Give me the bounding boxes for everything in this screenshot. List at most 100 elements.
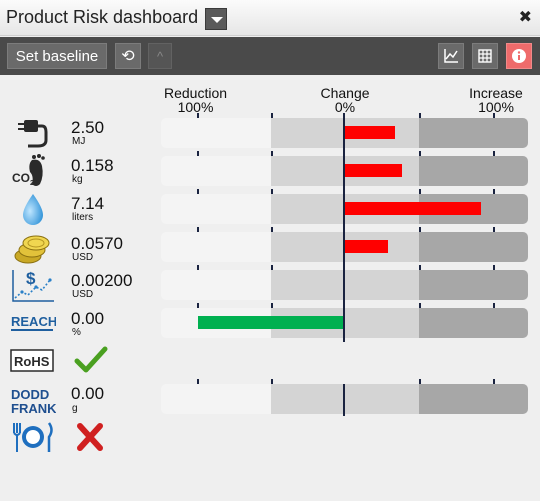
- reduction-label: Reduction: [163, 85, 228, 101]
- axis-tick: [493, 379, 495, 384]
- water-value: 7.14: [71, 194, 105, 213]
- increase-label: Increase: [469, 85, 523, 101]
- bar-segment-reduction: [161, 118, 271, 148]
- chevron-up-icon: ^: [156, 48, 164, 64]
- axis-tick: [197, 265, 199, 270]
- line-chart-icon: [444, 49, 458, 63]
- axis-tick: [419, 189, 421, 194]
- bar-segment-neutral: [271, 384, 419, 414]
- water-unit: liters: [72, 212, 94, 223]
- collapse-button[interactable]: ^: [148, 43, 172, 69]
- axis-tick: [493, 189, 495, 194]
- axis-tick: [419, 227, 421, 232]
- axis-tick: [493, 227, 495, 232]
- axis-tick: [197, 379, 199, 384]
- change-header: Change 0%: [312, 86, 378, 114]
- bar-segment-reduction: [161, 232, 271, 262]
- rohs-icon-text: RoHS: [14, 354, 50, 369]
- reach-bar-fill: [198, 316, 344, 329]
- axis-tick: [197, 227, 199, 232]
- water-bar-fill: [344, 202, 482, 215]
- energy-plug-icon: [10, 116, 56, 152]
- axis-tick: [197, 303, 199, 308]
- axis-tick: [271, 379, 273, 384]
- svg-text:2: 2: [30, 180, 34, 187]
- axis-tick: [271, 151, 273, 156]
- food-plate-icon: [10, 420, 56, 456]
- co2-bar: [161, 156, 528, 186]
- dollar-chart-bar: [161, 270, 528, 300]
- axis-tick: [271, 265, 273, 270]
- axis-tick: [197, 113, 199, 118]
- co2-value: 0.158: [71, 156, 114, 175]
- reach-icon-text: REACH: [11, 314, 56, 329]
- axis-tick: [419, 303, 421, 308]
- check-icon: [74, 346, 108, 373]
- dodd-icon-text: DODD: [11, 387, 49, 402]
- zero-change-line-lower: [343, 384, 345, 416]
- change-label: Change: [320, 85, 370, 101]
- axis-tick: [271, 227, 273, 232]
- reach-icon: REACH: [10, 310, 57, 346]
- dodd-frank-icon: DODD FRANK: [10, 386, 57, 422]
- chart-view-button[interactable]: [438, 43, 464, 69]
- axis-tick: [271, 113, 273, 118]
- co2-footprint-icon: CO 2: [10, 154, 56, 190]
- bar-segment-reduction: [161, 270, 271, 300]
- svg-text:CO: CO: [12, 171, 30, 185]
- co2-bar-fill: [344, 164, 403, 177]
- energy-bar: [161, 118, 528, 148]
- coins-bar: [161, 232, 528, 262]
- info-button[interactable]: [506, 43, 532, 69]
- bar-segment-increase: [419, 270, 528, 300]
- dodd-frank-bar: [161, 384, 528, 414]
- refresh-button[interactable]: ⟲: [115, 43, 141, 69]
- axis-tick: [419, 379, 421, 384]
- axis-tick: [493, 113, 495, 118]
- bar-segment-reduction: [161, 156, 271, 186]
- bar-segment-reduction: [161, 384, 271, 414]
- close-icon[interactable]: ✖: [518, 9, 532, 26]
- change-pct: 0%: [334, 99, 356, 115]
- energy-value: 2.50: [71, 118, 105, 137]
- reduction-header: Reduction 100%: [158, 86, 233, 114]
- increase-header: Increase 100%: [460, 86, 532, 114]
- energy-bar-fill: [344, 126, 396, 139]
- zero-change-line: [343, 113, 345, 342]
- dodd-frank-unit: g: [72, 403, 78, 414]
- water-drop-icon: [10, 192, 56, 228]
- bar-segment-increase: [419, 232, 528, 262]
- dollar-chart-unit: USD: [72, 289, 94, 300]
- reach-unit: %: [72, 327, 81, 338]
- coins-bar-fill: [344, 240, 388, 253]
- reach-value: 0.00: [71, 309, 105, 328]
- axis-tick: [197, 189, 199, 194]
- bar-segment-increase: [419, 384, 528, 414]
- bar-segment-increase: [419, 118, 528, 148]
- cross-icon: [77, 423, 103, 451]
- coins-unit: USD: [72, 252, 94, 263]
- axis-tick: [493, 303, 495, 308]
- coins-icon: [10, 230, 56, 266]
- dollar-chart-value: 0.00200: [71, 271, 133, 290]
- table-view-button[interactable]: [472, 43, 498, 69]
- table-icon: [478, 49, 492, 63]
- set-baseline-button[interactable]: Set baseline: [7, 43, 107, 69]
- reach-bar: [161, 308, 528, 338]
- coins-value: 0.0570: [71, 234, 123, 253]
- svg-text:$: $: [26, 269, 36, 288]
- axis-tick: [419, 265, 421, 270]
- title-dropdown-button[interactable]: [205, 8, 227, 30]
- axis-tick: [419, 113, 421, 118]
- frank-icon-text: FRANK: [11, 401, 56, 416]
- axis-tick: [493, 151, 495, 156]
- bar-segment-increase: [419, 156, 528, 186]
- reduction-pct: 100%: [177, 99, 214, 115]
- dodd-frank-value: 0.00: [71, 384, 105, 403]
- axis-tick: [493, 265, 495, 270]
- energy-unit: MJ: [72, 136, 86, 147]
- water-bar: [161, 194, 528, 224]
- toolbar: Set baseline ⟲ ^: [0, 37, 540, 75]
- window-title: Product Risk dashboard: [6, 7, 199, 27]
- axis-tick: [271, 189, 273, 194]
